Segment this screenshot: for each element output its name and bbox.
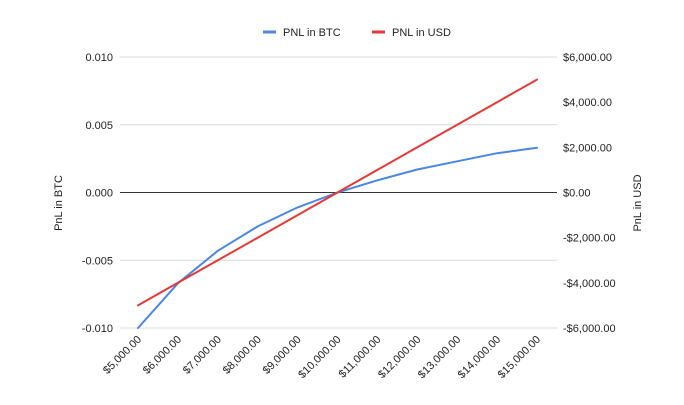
- left-y-tick-label: 0.005: [85, 120, 113, 132]
- series-lines: [137, 78, 538, 329]
- right-y-tick-label: -$4,000.00: [563, 278, 616, 290]
- left-y-tick-label: 0.010: [85, 52, 113, 64]
- right-y-tick-label: $6,000.00: [563, 52, 612, 64]
- left-y-tick-labels: 0.010 0.005 0.000 -0.005 -0.010: [82, 52, 113, 335]
- right-y-tick-label: $2,000.00: [563, 142, 612, 154]
- right-y-tick-label: $0.00: [563, 188, 591, 200]
- left-y-axis-title: PnL in BTC: [53, 175, 65, 231]
- right-y-tick-labels: $6,000.00 $4,000.00 $2,000.00 $0.00 -$2,000.…: [563, 52, 616, 335]
- legend: PNL in BTC PNL in USD: [263, 27, 451, 39]
- legend-label: PNL in USD: [392, 27, 451, 39]
- x-tick-label: $5,000.00: [101, 334, 144, 377]
- x-tick-label: $10,000.00: [296, 334, 343, 381]
- x-tick-label: $15,000.00: [496, 334, 543, 381]
- series-line-pnl-in-usd: [137, 78, 538, 307]
- right-y-tick-label: -$6,000.00: [563, 323, 616, 335]
- left-y-tick-label: 0.000: [85, 188, 113, 200]
- right-y-tick-label: $4,000.00: [563, 97, 612, 109]
- x-tick-label: $7,000.00: [181, 334, 224, 377]
- left-y-tick-label: -0.005: [82, 255, 113, 267]
- left-y-tick-label: -0.010: [82, 323, 113, 335]
- legend-label: PNL in BTC: [283, 27, 341, 39]
- right-y-tick-label: -$2,000.00: [563, 233, 616, 245]
- right-y-axis-title: PnL in USD: [632, 174, 644, 231]
- series-line-pnl-in-btc: [137, 146, 538, 329]
- x-tick-labels: $5,000.00$6,000.00$7,000.00$8,000.00$9,0…: [101, 334, 543, 381]
- x-tick-label: $6,000.00: [141, 334, 184, 377]
- x-tick-label: $8,000.00: [221, 334, 264, 377]
